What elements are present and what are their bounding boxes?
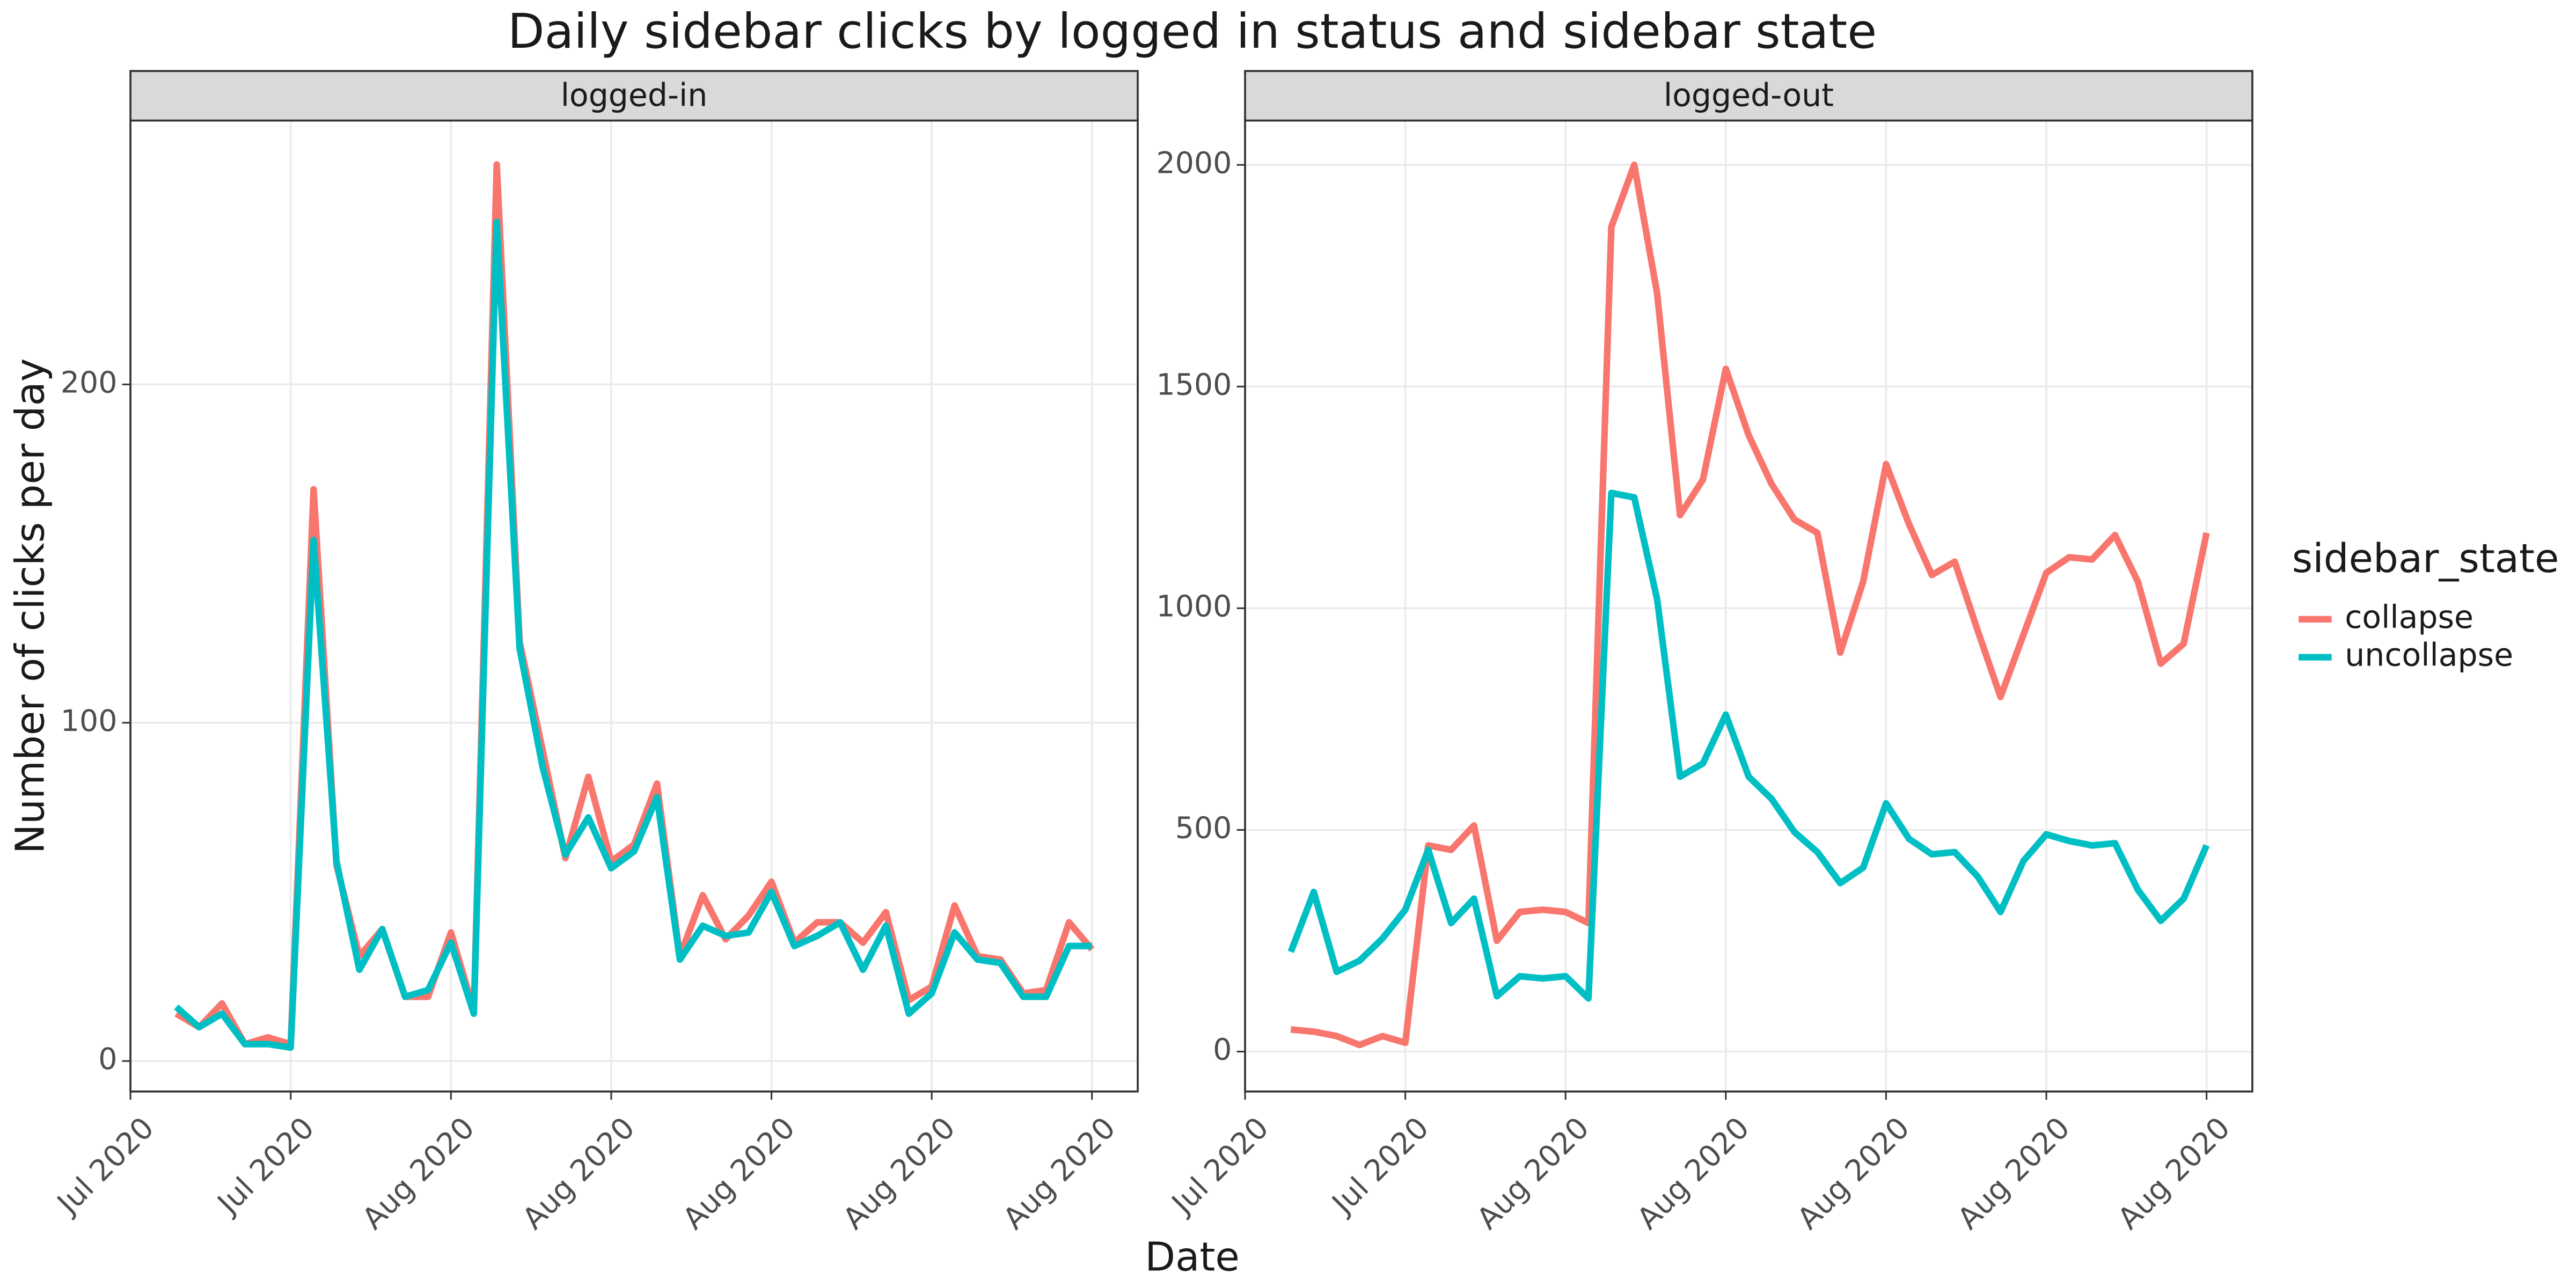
- y-tick-label: 200: [61, 365, 118, 400]
- x-tick-label: Aug 2020: [1631, 1111, 1757, 1236]
- legend-title: sidebar_state: [2292, 536, 2559, 582]
- y-tick-label: 2000: [1156, 146, 1232, 180]
- x-tick-label: Jul 2020: [210, 1111, 321, 1222]
- strip: [129, 70, 1139, 122]
- x-tick-label: Aug 2020: [1470, 1111, 1596, 1236]
- x-tick-label: Aug 2020: [676, 1111, 802, 1236]
- strip: [1244, 70, 2253, 122]
- x-tick-label: Aug 2020: [356, 1111, 481, 1236]
- y-tick-label: 0: [98, 1042, 117, 1077]
- line-series: [1287, 489, 2210, 1002]
- x-tick-label: Aug 2020: [1951, 1111, 2077, 1236]
- panel-background: [130, 120, 1138, 1092]
- strip-label: logged-in: [561, 77, 708, 114]
- legend-label: uncollapse: [2345, 637, 2513, 674]
- y-tick-label: 0: [1213, 1033, 1232, 1067]
- line-series: [1290, 162, 2210, 1049]
- panel-background: [1245, 120, 2252, 1092]
- legend-label: collapse: [2345, 599, 2473, 635]
- x-tick-label: Aug 2020: [1791, 1111, 1916, 1236]
- x-tick-label: Aug 2020: [997, 1111, 1123, 1236]
- strip-label: logged-out: [1664, 77, 1834, 114]
- line-series: [174, 218, 1092, 1051]
- x-tick-label: Jul 2020: [50, 1111, 161, 1222]
- chart-title: Daily sidebar clicks by logged in status…: [508, 4, 1877, 60]
- x-tick-label: Aug 2020: [2111, 1111, 2237, 1236]
- y-tick-label: 1000: [1156, 589, 1232, 624]
- y-axis-title: Number of clicks per day: [8, 358, 54, 853]
- y-tick-label: 500: [1175, 811, 1232, 846]
- x-tick-label: Aug 2020: [837, 1111, 962, 1236]
- y-tick-label: 100: [61, 704, 118, 738]
- x-tick-label: Aug 2020: [516, 1111, 642, 1236]
- x-tick-label: Jul 2020: [1325, 1111, 1436, 1222]
- x-axis-title: Date: [1145, 1234, 1239, 1280]
- y-tick-label: 1500: [1156, 368, 1232, 402]
- x-tick-label: Jul 2020: [1165, 1111, 1276, 1222]
